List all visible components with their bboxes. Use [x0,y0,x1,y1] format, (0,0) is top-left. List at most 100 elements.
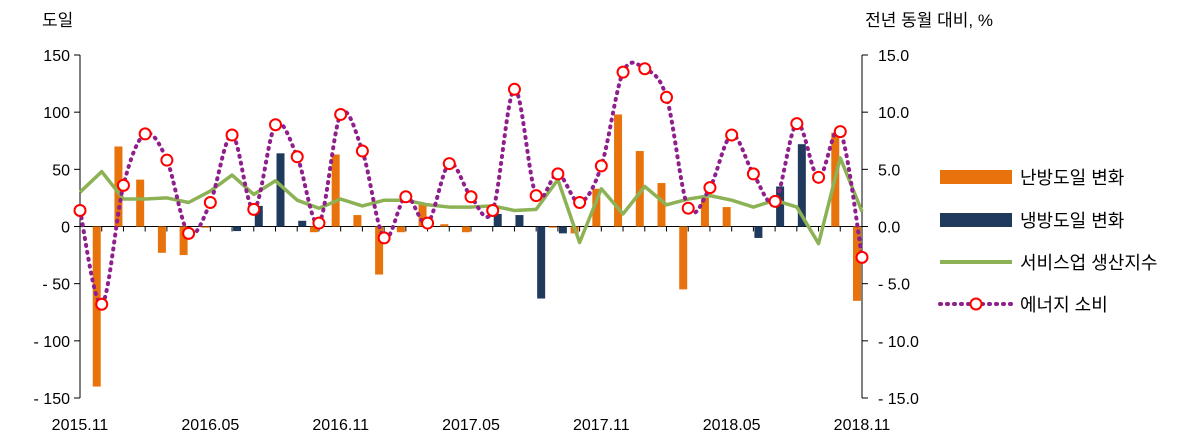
left-axis: 150 100 50 0 - 50 - 100 - 150 [34,48,81,408]
legend-label-service: 서비스업 생산지수 [1020,253,1157,273]
energy-consumption-point [660,90,673,104]
energy-consumption-point [507,82,521,96]
legend: 난방도일 변화 냉방도일 변화 서비스업 생산지수 에너지 소비 [938,168,1157,315]
legend-swatch-cooling [940,213,1012,227]
energy-consumption-line [78,60,864,307]
legend-label-energy: 에너지 소비 [1020,295,1108,315]
energy-consumption-point [551,167,565,181]
heating-bar [548,226,557,228]
energy-consumption-point [746,167,760,181]
left-axis-tick-label: - 100 [34,334,71,351]
left-axis-tick-label: - 50 [42,277,70,294]
heating-bar [700,197,709,227]
legend-label-heating: 난방도일 변화 [1020,168,1124,188]
energy-consumption-point [269,118,282,132]
left-axis-tick-label: 150 [43,48,70,65]
cooling-bar [797,144,806,227]
x-axis-tick-label: 2017.05 [442,417,500,434]
cooling-bar [558,226,567,234]
x-axis-tick-label: 2015.11 [52,417,109,434]
legend-marker-energy [969,297,983,311]
cooling-bar [754,226,763,238]
cooling-bar [276,153,285,227]
heating-bar [353,215,362,227]
energy-consumption-point [355,144,369,158]
heating-bar [657,183,666,227]
heating-bar [136,179,145,227]
energy-consumption-point [681,201,695,215]
heating-bar [722,207,731,227]
right-axis-tick-label: - 5.0 [878,277,910,294]
energy-consumption-point [529,189,543,203]
energy-consumption-point [594,159,608,173]
cooling-bar [515,215,524,227]
energy-consumption-point [290,150,304,164]
heating-bar [592,188,601,227]
energy-consumption-point [247,202,261,216]
energy-consumption-point [116,178,130,192]
heating-bar [309,226,318,233]
heating-bar [418,204,427,227]
energy-consumption-point [703,181,717,195]
cooling-bar [233,226,242,232]
cooling-bar [298,220,307,227]
left-axis-tick-label: - 150 [34,391,71,408]
energy-consumption-point [638,62,652,76]
energy-consumption-point [790,117,804,131]
energy-consumption-point [95,297,109,311]
heating-bar [201,226,210,228]
cooling-bar [254,205,263,227]
legend-label-cooling: 냉방도일 변화 [1020,211,1124,231]
legend-swatch-heating [940,170,1012,184]
heating-bar [614,114,623,227]
right-axis-unit: 전년 동월 대비, % [865,11,993,30]
energy-consumption-point [73,203,87,217]
energy-consumption-point [616,65,630,79]
right-axis: 15.0 10.0 5.0 0.0 - 5.0 - 10.0 - 15.0 [861,48,919,408]
cooling-bar [776,186,785,227]
right-axis-tick-label: 5.0 [878,162,900,179]
left-axis-tick-label: 100 [43,105,70,122]
right-axis-tick-label: - 10.0 [878,334,919,351]
energy-consumption-point [725,128,739,142]
heating-bar [157,226,166,253]
energy-consumption-point [312,216,326,230]
x-axis-tick-label: 2016.05 [181,417,239,434]
right-axis-tick-label: 15.0 [878,48,909,65]
x-axis-tick-label: 2017.11 [573,417,630,434]
line-series-group [73,60,869,311]
heating-bar [679,226,688,290]
energy-consumption-point [812,170,826,184]
x-axis: 2015.11 2016.05 2016.11 2017.05 2017.11 2018.… [52,226,891,434]
energy-consumption-point [203,195,217,209]
energy-consumption-point [399,190,413,204]
heating-bar [331,154,340,227]
energy-consumption-point [334,107,348,121]
heating-bar [462,226,470,233]
heating-bar [375,226,384,275]
energy-consumption-point [855,250,869,264]
energy-consumption-point [160,153,174,167]
x-axis-tick-label: 2018.11 [834,417,891,434]
heating-bar [179,226,188,256]
left-axis-tick-label: 50 [52,162,70,179]
heating-bar [396,226,405,233]
energy-consumption-point [573,195,587,209]
energy-consumption-point [768,194,782,208]
energy-consumption-point [421,216,435,230]
energy-consumption-point [442,157,456,171]
right-axis-tick-label: 10.0 [878,105,909,122]
x-axis-tick-label: 2018.05 [703,417,761,434]
right-axis-tick-label: 0.0 [878,220,900,237]
service-production-line [78,156,864,246]
heating-bar [853,226,861,301]
x-axis-tick-label: 2016.11 [312,417,369,434]
energy-consumption-point [225,128,239,142]
heating-bar [635,151,644,227]
energy-consumption-point [182,226,196,240]
heating-bar [440,224,449,227]
right-axis-tick-label: - 15.0 [878,391,919,408]
energy-consumption-point [833,125,847,139]
cooling-bar [537,226,546,299]
